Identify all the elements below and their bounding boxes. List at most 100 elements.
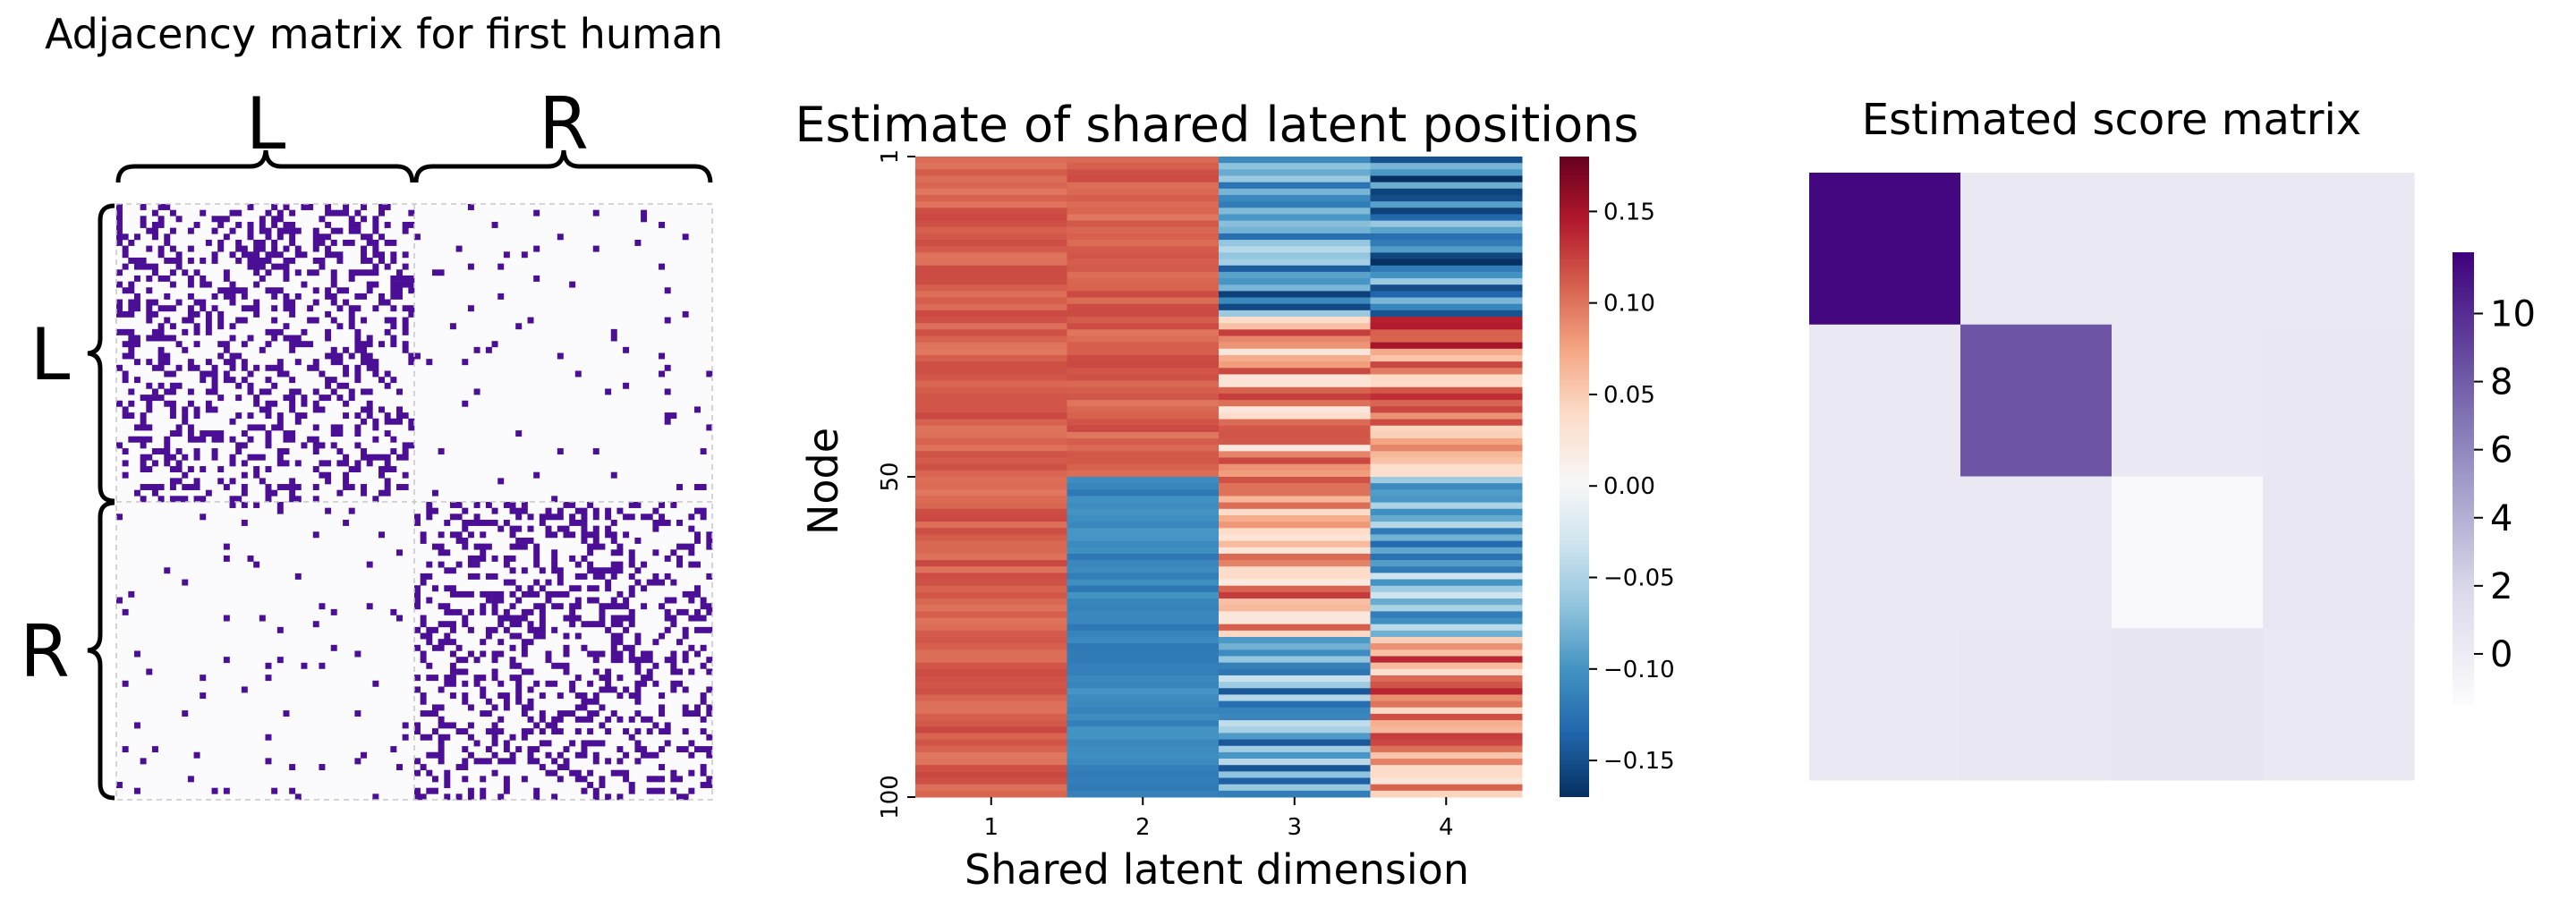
adjacency-edge: [605, 626, 612, 633]
adjacency-edge: [676, 519, 683, 526]
adjacency-edge: [343, 204, 350, 210]
latent-cell: [1067, 508, 1220, 516]
adjacency-edge: [491, 704, 498, 711]
adjacency-edge: [402, 263, 409, 270]
adjacency-edge: [259, 478, 266, 485]
adjacency-edge: [175, 466, 183, 472]
latent-cell: [1067, 496, 1220, 504]
adjacency-edge: [200, 299, 207, 306]
adjacency-edge: [414, 722, 421, 729]
adjacency-edge: [396, 615, 403, 622]
adjacency-edge: [205, 430, 212, 437]
adjacency-edge: [610, 686, 617, 693]
adjacency-edge: [521, 608, 528, 615]
latent-cell: [1067, 790, 1220, 798]
adjacency-edge: [563, 615, 570, 622]
adjacency-edge: [200, 305, 207, 312]
score-cell: [1809, 324, 1961, 477]
adjacency-edge: [211, 257, 218, 264]
adjacency-edge: [676, 555, 683, 562]
adjacency-edge: [473, 346, 480, 353]
latent-cell: [1067, 534, 1220, 542]
adjacency-edge: [414, 590, 421, 598]
adjacency-edge: [378, 377, 385, 384]
latent-cell: [1219, 310, 1371, 318]
latent-cell: [915, 605, 1067, 612]
adjacency-edge: [449, 502, 456, 508]
adjacency-edge: [312, 484, 319, 490]
latent-cell: [1219, 700, 1371, 709]
latent-cell: [1370, 291, 1523, 299]
adjacency-edge: [361, 489, 368, 496]
adjacency-edge: [146, 299, 153, 306]
adjacency-edge: [187, 293, 194, 300]
adjacency-edge: [485, 758, 492, 765]
adjacency-edge: [438, 751, 445, 759]
adjacency-edge: [599, 615, 606, 622]
adjacency-edge: [200, 275, 207, 282]
adjacency-edge: [527, 728, 534, 735]
adjacency-edge: [175, 263, 183, 270]
adjacency-edge: [563, 650, 570, 658]
adjacency-edge: [182, 454, 189, 461]
adjacency-edge: [641, 209, 648, 216]
adjacency-edge: [366, 341, 373, 348]
latent-cell: [1370, 175, 1523, 183]
latent-cell: [1067, 278, 1220, 285]
adjacency-edge: [641, 561, 648, 568]
latent-cell: [915, 585, 1067, 593]
adjacency-edge: [283, 299, 290, 306]
latent-cell: [1219, 374, 1371, 382]
latent-cell: [1067, 483, 1220, 490]
adjacency-edge: [157, 484, 165, 490]
adjacency-edge: [444, 776, 451, 783]
adjacency-edge: [182, 328, 189, 335]
latent-cell: [1067, 522, 1220, 529]
adjacency-edge: [217, 341, 225, 348]
adjacency-edge: [527, 698, 534, 705]
adjacency-edge: [706, 543, 713, 550]
adjacency-edge: [670, 597, 677, 604]
latent-cell: [1370, 317, 1523, 324]
adjacency-edge: [491, 573, 498, 580]
adjacency-edge: [211, 364, 218, 371]
adjacency-edge: [378, 489, 385, 496]
adjacency-edge: [408, 442, 415, 449]
adjacency-edge: [361, 484, 368, 490]
adjacency-edge: [193, 406, 200, 413]
adjacency-edge: [497, 615, 505, 622]
adjacency-edge: [157, 448, 165, 455]
adjacency-edge: [319, 406, 326, 413]
latent-cell: [1067, 284, 1220, 292]
adjacency-edge: [217, 216, 225, 223]
latent-cell: [1370, 605, 1523, 612]
adjacency-edge: [348, 352, 355, 360]
adjacency-edge: [283, 227, 290, 234]
adjacency-edge: [641, 751, 648, 759]
adjacency-edge: [444, 782, 451, 788]
adjacency-edge: [670, 657, 677, 664]
latent-cell: [1067, 252, 1220, 260]
adjacency-edge: [217, 466, 225, 472]
adjacency-edge: [330, 317, 337, 324]
adjacency-edge: [205, 406, 212, 413]
adjacency-edge: [694, 704, 701, 711]
adjacency-edge: [557, 728, 564, 735]
score-colorbar-tick-label: 10: [2490, 293, 2536, 335]
latent-cell: [1219, 342, 1371, 350]
latent-cell: [1370, 585, 1523, 593]
adjacency-edge: [276, 454, 284, 461]
latent-cell: [1067, 477, 1220, 484]
adjacency-edge: [294, 484, 302, 490]
adjacency-edge: [265, 257, 272, 264]
adjacency-edge: [372, 364, 379, 371]
adjacency-edge: [128, 352, 135, 360]
adjacency-edge: [384, 430, 391, 437]
adjacency-edge: [372, 359, 379, 366]
adjacency-edge: [276, 460, 284, 467]
latent-cell: [1219, 297, 1371, 305]
latent-cell: [1219, 425, 1371, 433]
adjacency-edge: [128, 436, 135, 443]
adjacency-edge: [682, 686, 689, 693]
adjacency-edge: [319, 263, 326, 270]
